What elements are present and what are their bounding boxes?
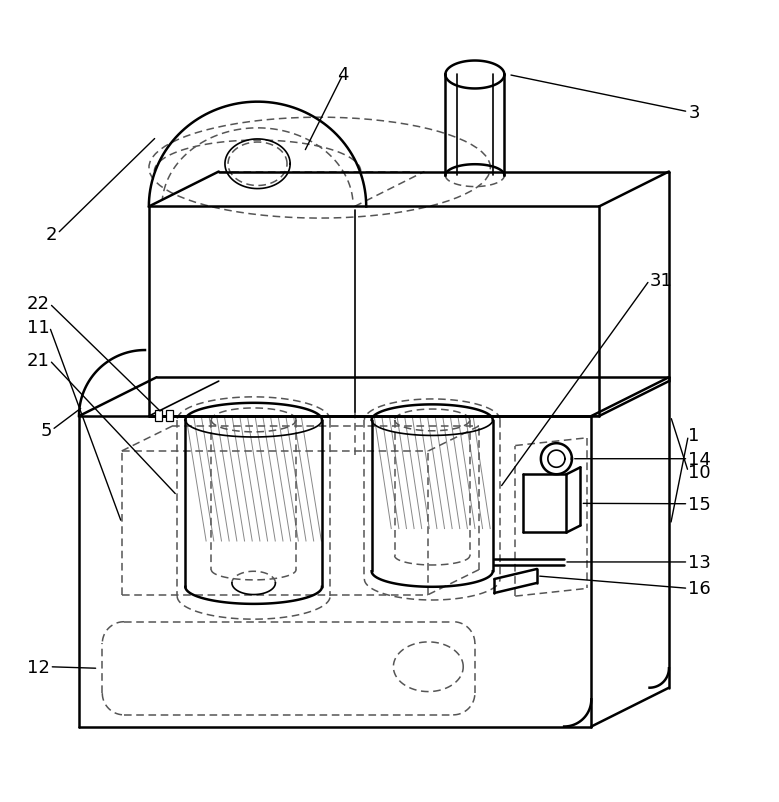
Text: 31: 31 (650, 272, 672, 290)
Bar (155, 411, 162, 421)
Text: 13: 13 (689, 553, 711, 571)
Text: 16: 16 (689, 580, 711, 597)
Text: 22: 22 (26, 295, 50, 313)
Text: 1: 1 (689, 427, 700, 445)
Bar (166, 411, 173, 421)
Text: 4: 4 (337, 67, 349, 84)
Text: 10: 10 (689, 464, 711, 481)
Text: 5: 5 (41, 422, 52, 439)
Text: 3: 3 (689, 103, 700, 122)
Text: 15: 15 (689, 495, 711, 513)
Text: 11: 11 (26, 318, 50, 336)
Text: 14: 14 (689, 450, 711, 468)
Text: 21: 21 (26, 352, 50, 370)
Text: 12: 12 (26, 658, 50, 676)
Text: 2: 2 (46, 225, 58, 243)
